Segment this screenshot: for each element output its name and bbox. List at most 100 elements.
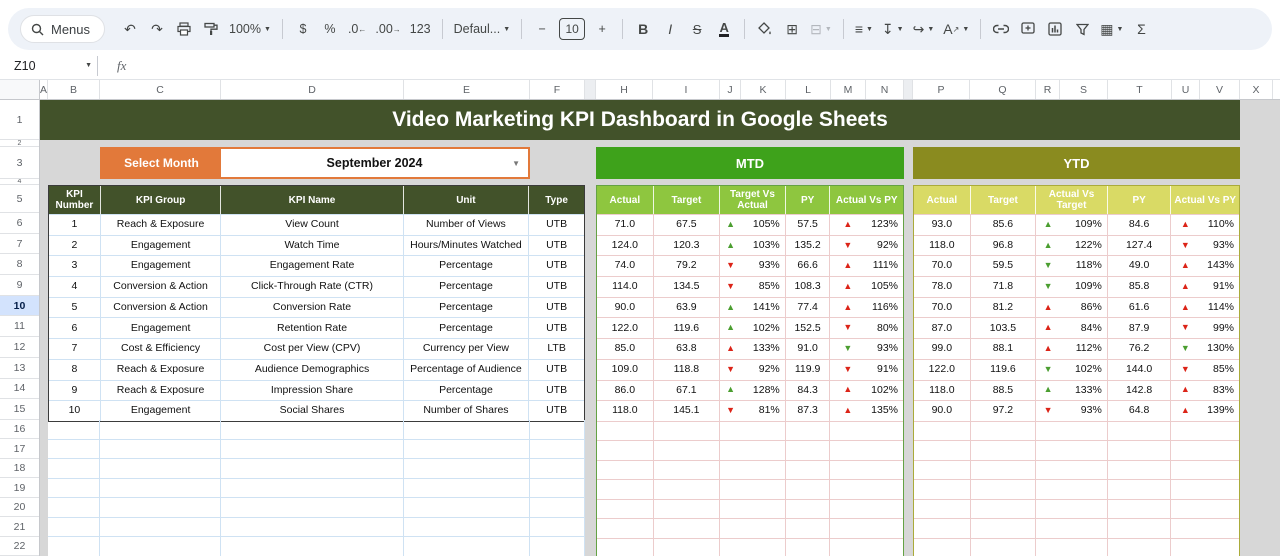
cell[interactable]: 119.9	[786, 359, 831, 380]
cell[interactable]	[971, 441, 1037, 460]
column-header-l[interactable]: L	[786, 80, 831, 99]
cell[interactable]	[221, 517, 404, 536]
cell[interactable]: 90.0	[597, 297, 654, 318]
cell[interactable]	[786, 538, 831, 556]
cell[interactable]	[865, 461, 903, 480]
cell[interactable]	[865, 539, 903, 556]
cell[interactable]: 71.0	[597, 215, 654, 235]
cell[interactable]: 76.2	[1108, 339, 1172, 359]
cell[interactable]: 134.5	[654, 277, 721, 297]
cell[interactable]: 97.2	[971, 401, 1037, 421]
cell[interactable]	[1199, 480, 1239, 499]
strikethrough-button[interactable]: S	[692, 21, 702, 37]
cell[interactable]: Percentage	[404, 297, 530, 318]
cell[interactable]: 74.0	[597, 256, 654, 277]
cell[interactable]	[100, 498, 221, 517]
cell[interactable]: ▲	[720, 318, 741, 338]
cell[interactable]: Engagement	[101, 401, 222, 421]
row-header-5[interactable]: 5	[0, 185, 39, 213]
cell[interactable]	[865, 519, 903, 538]
cell[interactable]: Reach & Exposure	[101, 359, 222, 380]
cell[interactable]: ▼	[1036, 277, 1060, 297]
cell[interactable]: Percentage	[404, 318, 530, 339]
row-header-4[interactable]: 4	[0, 179, 39, 185]
cell[interactable]: Hours/Minutes Watched	[404, 235, 530, 256]
cell[interactable]: 145.1	[654, 401, 721, 421]
cell[interactable]: 114.0	[597, 277, 654, 297]
cell[interactable]: 118.8	[654, 359, 721, 380]
cell[interactable]: 85%	[741, 277, 786, 297]
cell[interactable]: 91%	[877, 362, 899, 375]
cell[interactable]	[48, 420, 100, 439]
cell[interactable]	[404, 459, 530, 478]
text-color-button[interactable]: A	[719, 20, 729, 37]
cell[interactable]	[971, 480, 1037, 499]
cell[interactable]: 81%	[741, 401, 786, 421]
cell[interactable]: 99%	[1212, 321, 1234, 334]
cell[interactable]	[1108, 480, 1172, 499]
cell[interactable]: 124.0	[597, 235, 654, 256]
cell[interactable]: ▲	[720, 215, 741, 235]
cell[interactable]	[720, 441, 741, 460]
cell[interactable]: UTB	[546, 238, 568, 251]
merge-cells-button[interactable]: ⊟ ▼	[810, 20, 832, 37]
cell[interactable]: ▼	[830, 318, 865, 338]
cell[interactable]: 91%	[1212, 280, 1234, 293]
cell[interactable]: 4	[49, 277, 101, 297]
cell[interactable]	[1060, 441, 1108, 460]
cell[interactable]: 135%	[871, 404, 899, 417]
cell[interactable]	[404, 517, 530, 536]
cell[interactable]	[654, 441, 721, 460]
cell[interactable]	[1108, 421, 1172, 441]
format-percent-button[interactable]: %	[324, 22, 336, 36]
cell[interactable]	[1171, 461, 1199, 480]
cell[interactable]: ▲	[830, 401, 865, 421]
cell[interactable]	[720, 480, 741, 499]
cell[interactable]: ▼	[830, 339, 865, 359]
select-all-corner[interactable]	[0, 80, 40, 99]
cell[interactable]: 84.6	[1108, 215, 1172, 235]
cell[interactable]	[1108, 499, 1172, 519]
zoom-select[interactable]: 100% ▼	[229, 22, 271, 36]
column-header-i[interactable]: I	[653, 80, 720, 99]
cell[interactable]: 87.3	[786, 401, 831, 421]
cell[interactable]: Percentage	[404, 380, 530, 401]
paint-format-button[interactable]	[199, 16, 223, 42]
cell[interactable]	[1060, 421, 1108, 441]
cell[interactable]: 3	[49, 256, 101, 277]
row-header-7[interactable]: 7	[0, 234, 39, 255]
cell[interactable]: 118.0	[914, 235, 971, 256]
cell[interactable]	[786, 499, 831, 519]
cell[interactable]: 109.0	[597, 359, 654, 380]
cell[interactable]: 86.0	[597, 380, 654, 401]
cell[interactable]: ▼	[830, 360, 865, 380]
column-header-b[interactable]: B	[48, 80, 100, 99]
cell[interactable]: Conversion & Action	[101, 297, 222, 318]
cell[interactable]	[830, 500, 865, 519]
cell[interactable]: ▲	[1036, 339, 1060, 359]
cell[interactable]: 93.0	[914, 215, 971, 235]
row-header-18[interactable]: 18	[0, 459, 39, 479]
decrease-font-size-button[interactable]: −	[538, 22, 546, 36]
cell[interactable]: 49.0	[1108, 256, 1172, 277]
cell[interactable]: ▲	[1036, 318, 1060, 338]
cell[interactable]: Social Shares	[221, 401, 404, 421]
cell[interactable]	[654, 421, 721, 441]
cell[interactable]	[597, 519, 654, 538]
cell[interactable]	[1036, 500, 1060, 519]
cell[interactable]: 108.3	[786, 277, 831, 297]
cell[interactable]: 8	[49, 359, 101, 380]
column-header-e[interactable]: E	[404, 80, 530, 99]
cell[interactable]	[741, 480, 786, 499]
column-header-p[interactable]: P	[913, 80, 970, 99]
cell[interactable]	[1060, 519, 1108, 538]
cell[interactable]: 88.1	[971, 339, 1037, 359]
cell[interactable]	[786, 480, 831, 499]
cell[interactable]: ▼	[720, 277, 741, 297]
cell[interactable]	[404, 478, 530, 497]
cell[interactable]	[865, 480, 903, 499]
cell[interactable]: 10	[49, 401, 101, 421]
cell[interactable]	[971, 519, 1037, 538]
cell[interactable]	[786, 460, 831, 480]
cell[interactable]: 63.9	[654, 297, 721, 318]
